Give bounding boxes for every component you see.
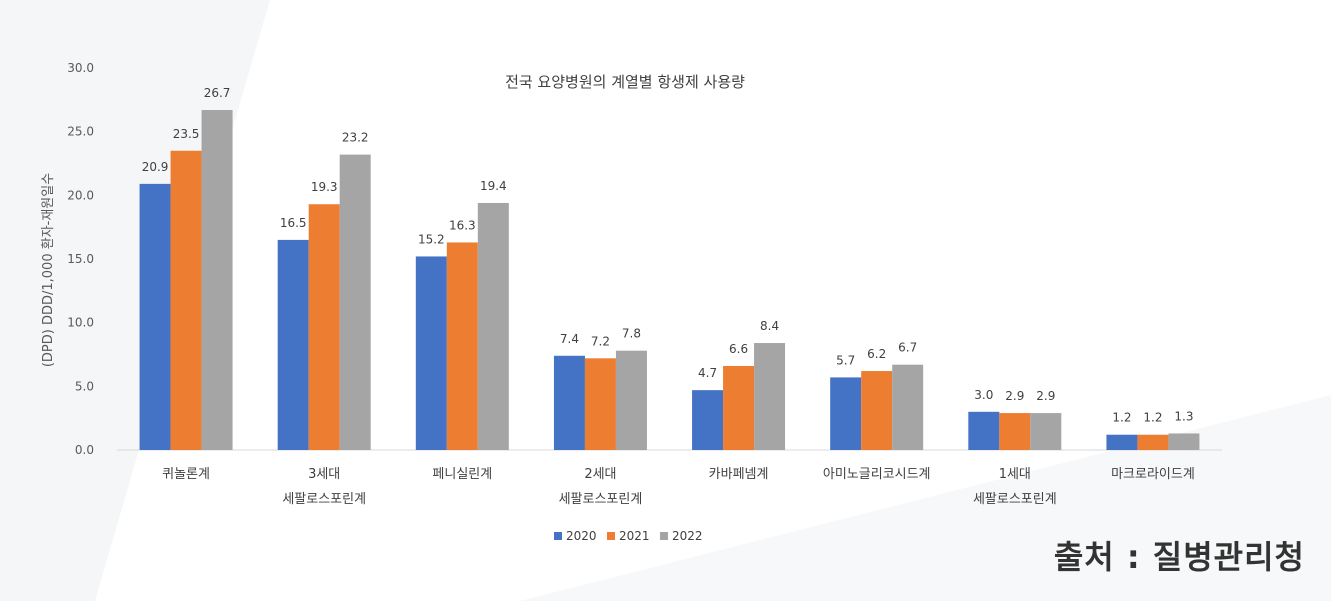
data-label: 1.2 bbox=[1112, 411, 1131, 425]
y-axis-title: (DPD) DDD/1,000 환자-재원일수 bbox=[41, 173, 56, 367]
legend: 2020 2021 2022 bbox=[554, 529, 703, 543]
bar-2021 bbox=[446, 242, 478, 450]
data-label: 15.2 bbox=[418, 232, 445, 246]
legend-swatch-2022 bbox=[660, 532, 668, 540]
data-label: 26.7 bbox=[204, 86, 231, 100]
legend-swatch-2020 bbox=[554, 532, 562, 540]
data-label: 19.4 bbox=[480, 179, 507, 193]
data-label: 1.2 bbox=[1143, 411, 1162, 425]
data-label: 7.2 bbox=[591, 334, 610, 348]
y-tick-label: 30.0 bbox=[67, 61, 94, 75]
category-label: 세팔로스포린계 bbox=[282, 492, 366, 507]
data-label: 6.7 bbox=[898, 341, 917, 355]
data-label: 23.5 bbox=[173, 127, 200, 141]
data-label: 3.0 bbox=[974, 388, 993, 402]
y-tick-label: 5.0 bbox=[75, 379, 94, 393]
bar-2022 bbox=[339, 154, 371, 450]
data-label: 5.7 bbox=[836, 353, 855, 367]
legend-label-2020: 2020 bbox=[566, 529, 597, 543]
data-label: 6.2 bbox=[867, 347, 886, 361]
bar-2021 bbox=[170, 150, 202, 450]
category-label: 1세대 bbox=[999, 467, 1031, 482]
category-label: 카바페넴계 bbox=[709, 467, 769, 482]
data-label: 2.9 bbox=[1036, 389, 1055, 403]
y-tick-label: 25.0 bbox=[67, 125, 94, 139]
category-label: 아미노글리코시드계 bbox=[823, 467, 931, 482]
bar-2022 bbox=[615, 350, 647, 450]
data-label: 7.8 bbox=[622, 327, 641, 341]
y-tick-label: 10.0 bbox=[67, 316, 94, 330]
bar-2022 bbox=[754, 343, 786, 450]
y-tick-label: 0.0 bbox=[75, 443, 94, 457]
chart-title: 전국 요양병원의 계열별 항생제 사용량 bbox=[505, 73, 745, 91]
legend-swatch-2021 bbox=[607, 532, 615, 540]
bar-2021 bbox=[308, 204, 340, 450]
category-label: 마크로라이드계 bbox=[1111, 467, 1195, 482]
bar-2020 bbox=[830, 377, 862, 450]
category-label: 퀴놀론계 bbox=[162, 467, 210, 482]
category-label: 세팔로스포린계 bbox=[559, 492, 643, 507]
legend-label-2022: 2022 bbox=[672, 529, 703, 543]
data-label: 19.3 bbox=[311, 180, 338, 194]
bar-2021 bbox=[861, 371, 893, 450]
y-tick-label: 15.0 bbox=[67, 252, 94, 266]
y-axis-ticks: 0.0 5.0 10.0 15.0 20.0 25.0 30.0 bbox=[67, 61, 94, 457]
bars-group bbox=[139, 110, 1200, 451]
y-tick-label: 20.0 bbox=[67, 188, 94, 202]
bar-2020 bbox=[692, 390, 724, 450]
bar-2020 bbox=[415, 256, 447, 450]
data-label: 16.5 bbox=[280, 216, 307, 230]
data-label: 1.3 bbox=[1174, 409, 1193, 423]
data-labels-group: 20.9 23.5 26.7 16.5 19.3 23.2 15.2 16.3 19.4 7.4 7… bbox=[142, 86, 1194, 425]
data-label: 23.2 bbox=[342, 131, 369, 145]
bar-2022 bbox=[1030, 413, 1062, 450]
category-label: 세팔로스포린계 bbox=[973, 492, 1057, 507]
bar-2022 bbox=[201, 110, 233, 451]
bar-2020 bbox=[968, 411, 1000, 450]
bar-2022 bbox=[477, 202, 509, 450]
category-label: 페니실린계 bbox=[432, 467, 492, 482]
bar-2021 bbox=[723, 365, 755, 450]
legend-label-2021: 2021 bbox=[619, 529, 650, 543]
data-label: 2.9 bbox=[1005, 389, 1024, 403]
bar-2021 bbox=[1137, 434, 1169, 450]
bar-2020 bbox=[277, 239, 309, 450]
data-label: 20.9 bbox=[142, 160, 169, 174]
data-label: 4.7 bbox=[698, 366, 717, 380]
bar-2022 bbox=[892, 364, 924, 450]
data-label: 16.3 bbox=[449, 218, 476, 232]
data-label: 8.4 bbox=[760, 319, 779, 333]
bar-2021 bbox=[999, 413, 1031, 450]
data-label: 7.4 bbox=[560, 332, 579, 346]
bar-2020 bbox=[139, 183, 171, 450]
category-label: 3세대 bbox=[308, 467, 340, 482]
source-caption: 출처 : 질병관리청 bbox=[1053, 538, 1305, 576]
bar-2021 bbox=[584, 358, 616, 450]
bar-2020 bbox=[553, 355, 585, 450]
bar-2022 bbox=[1168, 433, 1200, 450]
data-label: 6.6 bbox=[729, 342, 748, 356]
bar-2020 bbox=[1106, 434, 1138, 450]
category-label: 2세대 bbox=[584, 467, 616, 482]
